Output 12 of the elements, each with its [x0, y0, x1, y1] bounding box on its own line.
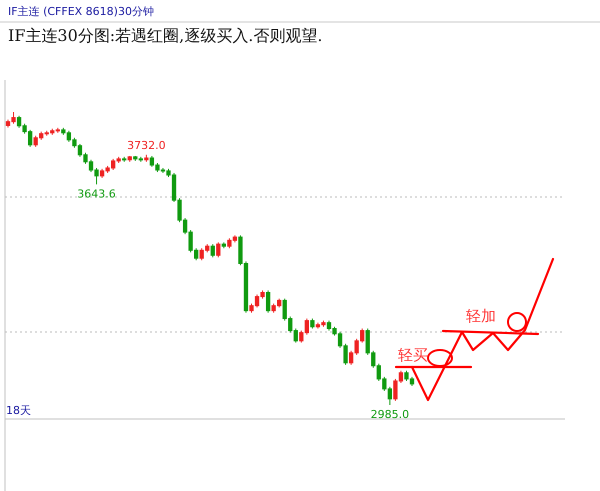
annotation: 18天: [6, 404, 31, 417]
text: 轻加: [466, 307, 496, 325]
candlestick: [310, 318, 315, 330]
text: 2985.0: [370, 408, 410, 421]
candlestick: [266, 290, 270, 314]
candlestick: [210, 244, 215, 258]
chart-title: IF主连 (CFFEX 8618)30分钟: [8, 5, 154, 18]
text: 3732.0: [127, 138, 166, 152]
text: 3643.6: [77, 187, 116, 200]
candlestick: [216, 242, 220, 258]
chart-subtitle: IF主连30分图:若遇红圈,逐级买入.否则观望.: [8, 26, 322, 45]
annotation: 轻买: [398, 346, 428, 364]
